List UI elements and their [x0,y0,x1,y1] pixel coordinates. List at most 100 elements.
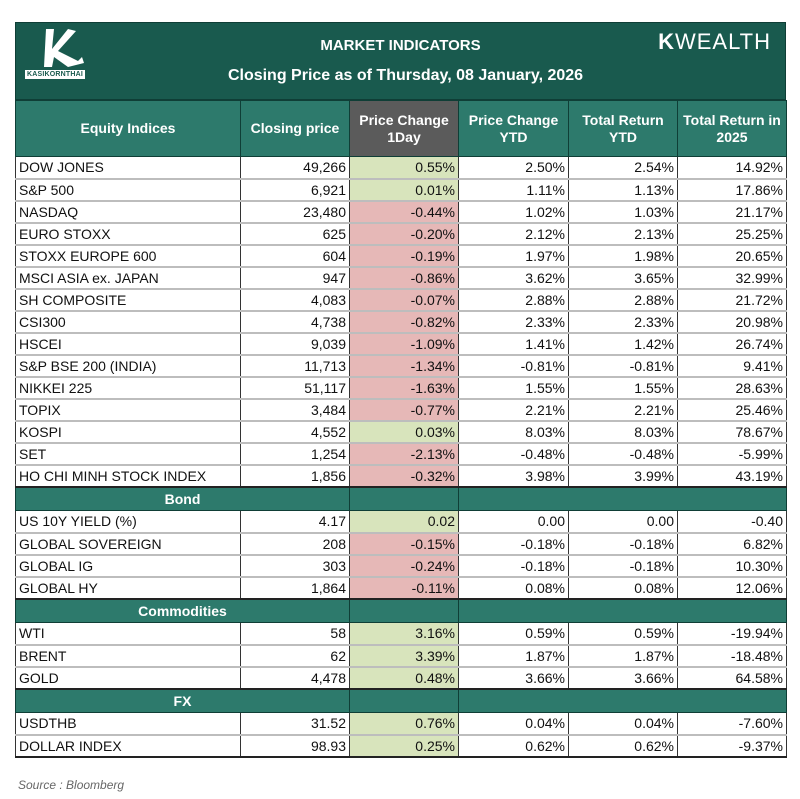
index-name: MSCI ASIA ex. JAPAN [15,266,241,290]
col-header-close: Closing price [240,100,350,157]
change-1day: 0.02 [349,510,459,534]
change-ytd: 0.04% [458,712,569,736]
total-return-2025: 14.92% [677,156,787,180]
change-ytd: -0.18% [458,532,569,556]
change-ytd: 8.03% [458,420,569,444]
table-row: DOW JONES 49,266 0.55% 2.50% 2.54% 14.92% [15,156,787,180]
change-ytd: 3.62% [458,266,569,290]
index-name: KOSPI [15,420,241,444]
table-row: USDTHB 31.52 0.76% 0.04% 0.04% -7.60% [15,712,787,736]
change-ytd: 1.55% [458,376,569,400]
total-return-ytd: 1.42% [568,332,678,356]
table-body: DOW JONES 49,266 0.55% 2.50% 2.54% 14.92% S&P … [15,156,787,758]
table-row: BRENT 62 3.39% 1.87% 1.87% -18.48% [15,644,787,668]
closing-price: 947 [240,266,350,290]
section-title: Commodities [15,598,350,623]
change-ytd: 0.59% [458,622,569,646]
total-return-ytd: 1.55% [568,376,678,400]
change-1day: 0.48% [349,666,459,690]
section-header-row: Commodities [15,598,787,623]
total-return-ytd: 2.54% [568,156,678,180]
index-name: GLOBAL IG [15,554,241,578]
table-row: GOLD 4,478 0.48% 3.66% 3.66% 64.58% [15,666,787,690]
index-name: HSCEI [15,332,241,356]
change-ytd: 2.12% [458,222,569,246]
index-name: EURO STOXX [15,222,241,246]
total-return-ytd: -0.18% [568,554,678,578]
total-return-ytd: 2.33% [568,310,678,334]
total-return-2025: 64.58% [677,666,787,690]
change-ytd: 0.62% [458,734,569,758]
table-row: NIKKEI 225 51,117 -1.63% 1.55% 1.55% 28.63% [15,376,787,400]
total-return-ytd: 0.00 [568,510,678,534]
table-row: TOPIX 3,484 -0.77% 2.21% 2.21% 25.46% [15,398,787,422]
closing-price: 49,266 [240,156,350,180]
index-name: DOW JONES [15,156,241,180]
closing-price: 4,738 [240,310,350,334]
index-name: SH COMPOSITE [15,288,241,312]
table-row: HSCEI 9,039 -1.09% 1.41% 1.42% 26.74% [15,332,787,356]
table-row: GLOBAL SOVEREIGN 208 -0.15% -0.18% -0.18% 6.8… [15,532,787,556]
change-1day: -0.07% [349,288,459,312]
change-1day: -0.86% [349,266,459,290]
change-1day: 0.25% [349,734,459,758]
index-name: HO CHI MINH STOCK INDEX [15,464,241,488]
index-name: WTI [15,622,241,646]
table-row: GLOBAL IG 303 -0.24% -0.18% -0.18% 10.30% [15,554,787,578]
change-ytd: 1.97% [458,244,569,268]
col-header-1day: Price Change 1Day [349,100,459,157]
index-name: TOPIX [15,398,241,422]
page-subtitle: Closing Price as of Thursday, 08 January… [227,67,584,84]
total-return-ytd: 8.03% [568,420,678,444]
change-1day: -0.24% [349,554,459,578]
closing-price: 4,083 [240,288,350,312]
change-ytd: 0.00 [458,510,569,534]
index-name: GOLD [15,666,241,690]
table-row: DOLLAR INDEX 98.93 0.25% 0.62% 0.62% -9.37% [15,734,787,758]
index-name: STOXX EUROPE 600 [15,244,241,268]
change-ytd: 1.87% [458,644,569,668]
index-name: S&P BSE 200 (INDIA) [15,354,241,378]
title-bar: KASIKORNTHAI MARKET INDICATORS Closing P… [15,22,786,100]
total-return-ytd: 1.03% [568,200,678,224]
logo-text: KASIKORNTHAI [25,70,86,79]
total-return-ytd: 3.66% [568,666,678,690]
index-name: SET [15,442,241,466]
total-return-2025: -19.94% [677,622,787,646]
section-spacer [458,688,787,713]
closing-price: 9,039 [240,332,350,356]
index-name: BRENT [15,644,241,668]
total-return-2025: 20.65% [677,244,787,268]
closing-price: 1,856 [240,464,350,488]
total-return-2025: 9.41% [677,354,787,378]
total-return-2025: 21.17% [677,200,787,224]
change-1day: 0.01% [349,178,459,202]
closing-price: 98.93 [240,734,350,758]
table-row: KOSPI 4,552 0.03% 8.03% 8.03% 78.67% [15,420,787,444]
closing-price: 4,552 [240,420,350,444]
total-return-ytd: 0.59% [568,622,678,646]
closing-price: 6,921 [240,178,350,202]
change-ytd: 2.50% [458,156,569,180]
section-spacer [458,486,787,511]
total-return-ytd: 2.88% [568,288,678,312]
total-return-2025: 10.30% [677,554,787,578]
change-ytd: 3.66% [458,666,569,690]
section-spacer [458,598,787,623]
change-1day: -0.44% [349,200,459,224]
total-return-2025: -9.37% [677,734,787,758]
col-header-ytd: Price Change YTD [458,100,569,157]
total-return-2025: 28.63% [677,376,787,400]
total-return-ytd: 1.98% [568,244,678,268]
table-row: EURO STOXX 625 -0.20% 2.12% 2.13% 25.25% [15,222,787,246]
section-title: FX [15,688,350,713]
total-return-2025: -5.99% [677,442,787,466]
closing-price: 4.17 [240,510,350,534]
change-ytd: 1.11% [458,178,569,202]
table-row: GLOBAL HY 1,864 -0.11% 0.08% 0.08% 12.06% [15,576,787,600]
table-row: SET 1,254 -2.13% -0.48% -0.48% -5.99% [15,442,787,466]
total-return-ytd: -0.18% [568,532,678,556]
change-ytd: -0.81% [458,354,569,378]
closing-price: 58 [240,622,350,646]
page-title: MARKET INDICATORS [320,37,481,54]
